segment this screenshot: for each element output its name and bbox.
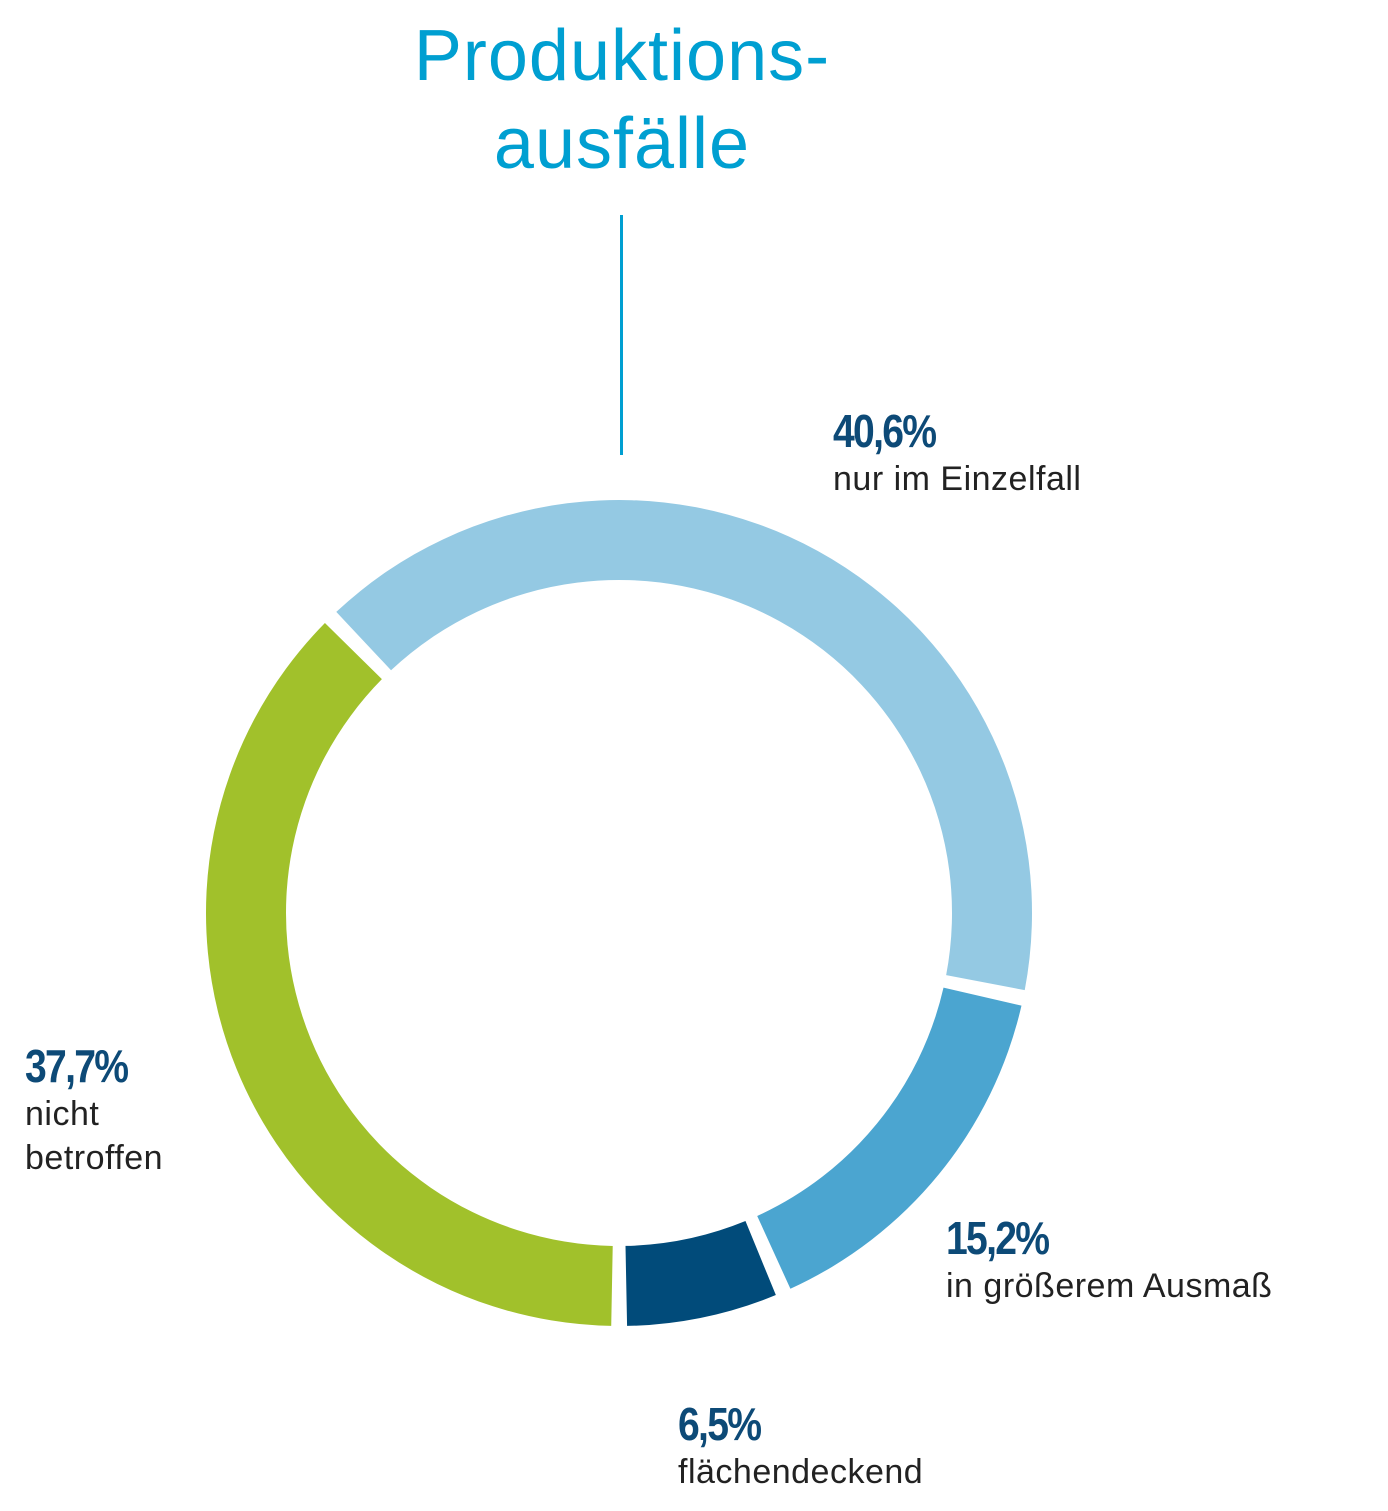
title-leader-line (620, 215, 623, 455)
donut-slice-nicht-betroffen (206, 623, 613, 1326)
category-label-groesserem-ausmass: in größerem Ausmaß (946, 1267, 1273, 1305)
value-label-flaechendeckend: 6,5% (678, 1398, 762, 1450)
category-label-einzelfall: nur im Einzelfall (833, 460, 1082, 498)
label-einzelfall: 40,6% nur im Einzelfall (833, 405, 1081, 501)
value-label-nicht-betroffen: 37,7% (25, 1040, 129, 1092)
label-groesserem-ausmass: 15,2% in größerem Ausmaß (946, 1212, 1272, 1308)
chart-title-line-2: ausfälle (493, 104, 751, 184)
category-label-flaechendeckend: flächendeckend (678, 1453, 924, 1491)
chart-title-line-1: Produktions- (413, 16, 831, 96)
category-label-nicht-betroffen-1: nicht (25, 1095, 100, 1133)
chart-title: Produktions- ausfälle (0, 12, 1244, 188)
category-label-nicht-betroffen-2: betroffen (25, 1139, 164, 1177)
donut-slice-in-größerem-ausmaß (757, 987, 1022, 1289)
label-flaechendeckend: 6,5% flächendeckend (678, 1398, 923, 1494)
value-label-groesserem-ausmass: 15,2% (946, 1212, 1050, 1264)
donut-slice-nur-im-einzelfall (336, 500, 1032, 991)
label-nicht-betroffen: 37,7% nicht betroffen (25, 1040, 163, 1180)
donut-slice-flächendeckend (625, 1221, 776, 1326)
value-label-einzelfall: 40,6% (833, 405, 937, 457)
